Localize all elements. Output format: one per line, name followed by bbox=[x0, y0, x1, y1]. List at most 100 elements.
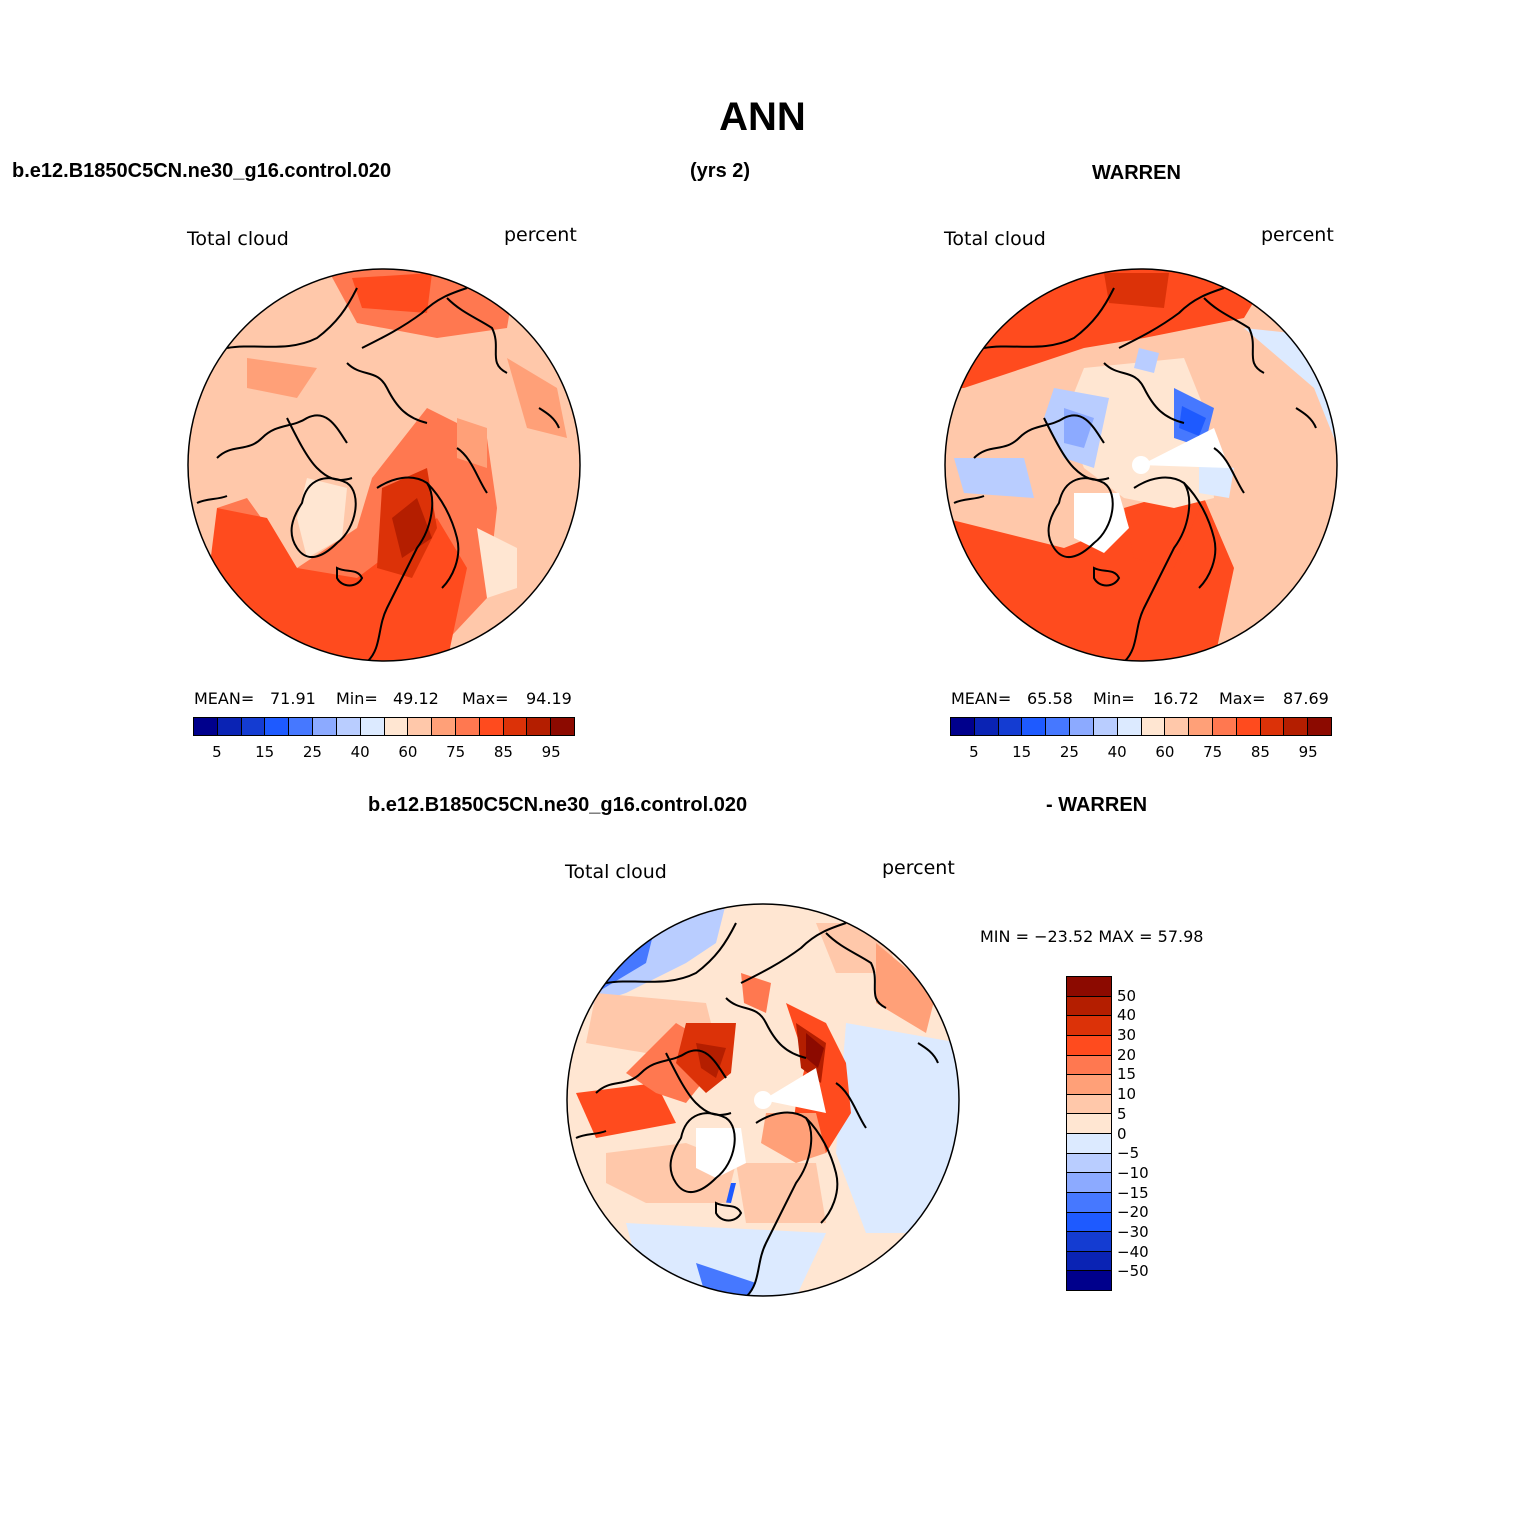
model-colorbar-box bbox=[289, 718, 314, 735]
model-mean-label: MEAN= bbox=[194, 689, 255, 708]
model-colorbar-tick-label: 40 bbox=[350, 743, 370, 761]
obs-colorbar-box bbox=[1141, 718, 1166, 735]
obs-min-value: 16.72 bbox=[1153, 689, 1199, 708]
model-colorbar-box bbox=[313, 718, 337, 735]
obs-units-label: percent bbox=[1261, 224, 1334, 246]
obs-colorbar-box bbox=[1093, 718, 1118, 735]
model-colorbar-box bbox=[217, 718, 242, 735]
model-colorbar-tick-label: 5 bbox=[212, 743, 222, 761]
diff-polar-map bbox=[566, 903, 960, 1297]
years-label: (yrs 2) bbox=[690, 160, 751, 182]
model-colorbar-box bbox=[551, 718, 574, 735]
model-variable-label: Total cloud bbox=[187, 228, 289, 250]
model-polar-map bbox=[187, 268, 581, 662]
obs-colorbar-box bbox=[1165, 718, 1190, 735]
obs-name: WARREN bbox=[1092, 162, 1181, 184]
obs-colorbar-box bbox=[974, 718, 999, 735]
obs-colorbar-tick-label: 75 bbox=[1203, 743, 1223, 761]
model-colorbar-tick-label: 60 bbox=[398, 743, 418, 761]
model-colorbar-box bbox=[241, 718, 266, 735]
diff-colorbar-box bbox=[1067, 1094, 1111, 1115]
diff-colorbar-tick-label: −10 bbox=[1117, 1163, 1149, 1182]
diff-colorbar-box bbox=[1067, 1134, 1111, 1154]
model-colorbar-box bbox=[432, 718, 456, 735]
diff-variable-label: Total cloud bbox=[565, 861, 667, 883]
obs-colorbar-tick-label: 95 bbox=[1298, 743, 1318, 761]
model-colorbar-box bbox=[408, 718, 433, 735]
obs-colorbar-box bbox=[998, 718, 1023, 735]
model-colorbar-tick-label: 95 bbox=[541, 743, 561, 761]
diff-colorbar-tick-label: 15 bbox=[1117, 1065, 1137, 1084]
obs-colorbar-box bbox=[1308, 718, 1331, 735]
model-colorbar-tick-label: 25 bbox=[302, 743, 322, 761]
obs-colorbar-box bbox=[1236, 718, 1261, 735]
diff-colorbar-tick-label: −15 bbox=[1117, 1183, 1149, 1202]
obs-max-value: 87.69 bbox=[1283, 689, 1329, 708]
obs-colorbar-box bbox=[1022, 718, 1047, 735]
model-mean-value: 71.91 bbox=[270, 689, 316, 708]
diff-colorbar-tick-label: 30 bbox=[1117, 1026, 1137, 1045]
obs-colorbar-box bbox=[951, 718, 975, 735]
diff-colorbar-tick-label: −20 bbox=[1117, 1203, 1149, 1222]
diff-colorbar-tick-label: −40 bbox=[1117, 1242, 1149, 1261]
diff-colorbar-box bbox=[1067, 1251, 1111, 1272]
model-colorbar bbox=[193, 717, 575, 736]
model-colorbar-box bbox=[360, 718, 385, 735]
diff-minmax: MIN = −23.52 MAX = 57.98 bbox=[980, 927, 1204, 946]
diff-colorbar-box bbox=[1067, 1212, 1111, 1233]
model-units-label: percent bbox=[504, 224, 577, 246]
obs-colorbar-tick-label: 15 bbox=[1012, 743, 1032, 761]
diff-colorbar-box bbox=[1067, 1271, 1111, 1290]
model-min-label: Min= bbox=[336, 689, 378, 708]
obs-colorbar-box bbox=[1284, 718, 1309, 735]
diff-colorbar bbox=[1066, 976, 1112, 1291]
diff-colorbar-tick-label: −5 bbox=[1117, 1144, 1140, 1163]
diff-colorbar-box bbox=[1067, 1055, 1111, 1076]
obs-colorbar-box bbox=[1046, 718, 1071, 735]
obs-polar-map bbox=[944, 268, 1338, 662]
model-colorbar-box bbox=[503, 718, 528, 735]
figure-title: ANN bbox=[719, 95, 806, 139]
obs-variable-label: Total cloud bbox=[944, 228, 1046, 250]
diff-colorbar-tick-label: 5 bbox=[1117, 1104, 1127, 1123]
diff-colorbar-tick-label: 40 bbox=[1117, 1006, 1137, 1025]
obs-colorbar-box bbox=[1260, 718, 1285, 735]
diff-colorbar-box bbox=[1067, 1075, 1111, 1095]
model-colorbar-box bbox=[384, 718, 409, 735]
obs-mean-value: 65.58 bbox=[1027, 689, 1073, 708]
model-colorbar-box bbox=[527, 718, 552, 735]
model-colorbar-tick-label: 15 bbox=[255, 743, 275, 761]
model-colorbar-box bbox=[336, 718, 361, 735]
obs-colorbar-box bbox=[1212, 718, 1237, 735]
model-colorbar-box bbox=[194, 718, 218, 735]
model-colorbar-tick-label: 75 bbox=[446, 743, 466, 761]
diff-colorbar-box bbox=[1067, 1232, 1111, 1252]
obs-colorbar-box bbox=[1070, 718, 1094, 735]
diff-colorbar-box bbox=[1067, 977, 1111, 997]
diff-colorbar-box bbox=[1067, 1192, 1111, 1213]
model-colorbar-tick-label: 85 bbox=[493, 743, 513, 761]
obs-colorbar-tick-label: 85 bbox=[1250, 743, 1270, 761]
model-colorbar-box bbox=[265, 718, 290, 735]
diff-colorbar-box bbox=[1067, 1173, 1111, 1193]
model-colorbar-box bbox=[479, 718, 504, 735]
model-max-label: Max= bbox=[462, 689, 509, 708]
model-min-value: 49.12 bbox=[393, 689, 439, 708]
diff-colorbar-box bbox=[1067, 996, 1111, 1017]
model-max-value: 94.19 bbox=[526, 689, 572, 708]
diff-colorbar-tick-label: 0 bbox=[1117, 1124, 1127, 1143]
obs-min-label: Min= bbox=[1093, 689, 1135, 708]
model-colorbar-box bbox=[455, 718, 480, 735]
diff-colorbar-tick-label: 10 bbox=[1117, 1085, 1137, 1104]
diff-colorbar-box bbox=[1067, 1114, 1111, 1134]
obs-mean-label: MEAN= bbox=[951, 689, 1012, 708]
diff-colorbar-box bbox=[1067, 1035, 1111, 1056]
obs-colorbar-tick-label: 60 bbox=[1155, 743, 1175, 761]
obs-colorbar-box bbox=[1117, 718, 1142, 735]
diff-colorbar-tick-label: 50 bbox=[1117, 986, 1137, 1005]
obs-max-label: Max= bbox=[1219, 689, 1266, 708]
obs-colorbar-tick-label: 25 bbox=[1059, 743, 1079, 761]
diff-colorbar-box bbox=[1067, 1153, 1111, 1174]
diff-colorbar-tick-label: −30 bbox=[1117, 1222, 1149, 1241]
diff-units-label: percent bbox=[882, 857, 955, 879]
